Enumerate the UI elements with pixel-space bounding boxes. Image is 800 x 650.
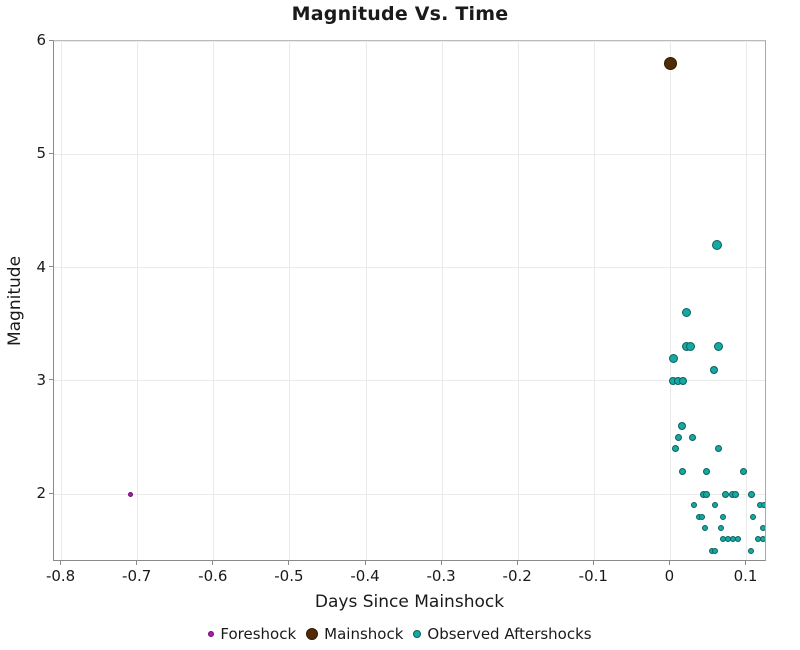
- x-tick-mark: [60, 561, 62, 565]
- x-gridline: [365, 41, 367, 560]
- observed-aftershocks-point: [699, 513, 706, 520]
- plot-area: [53, 40, 766, 561]
- y-gridline: [54, 493, 765, 495]
- observed-aftershocks-point: [760, 525, 765, 531]
- x-tick-label: -0.5: [274, 567, 304, 585]
- y-gridline: [54, 153, 765, 155]
- legend-item-foreshock: Foreshock: [208, 625, 296, 643]
- x-tick-mark: [364, 561, 366, 565]
- x-gridline: [593, 41, 595, 560]
- y-tick-mark: [49, 379, 53, 381]
- observed-aftershocks-point: [703, 490, 711, 498]
- legend-marker-icon: [306, 628, 319, 640]
- observed-aftershocks-point: [760, 536, 765, 543]
- x-tick-label: -0.7: [122, 567, 152, 585]
- x-axis-label: Days Since Mainshock: [314, 592, 505, 612]
- x-tick-label: 0.1: [733, 567, 758, 585]
- x-tick-mark: [592, 561, 594, 565]
- observed-aftershocks-point: [677, 422, 686, 431]
- legend-item-mainshock: Mainshock: [306, 625, 403, 643]
- observed-aftershocks-point: [681, 308, 691, 318]
- observed-aftershocks-point: [739, 467, 747, 475]
- x-gridline: [746, 41, 747, 560]
- x-tick-mark: [212, 561, 214, 565]
- x-gridline: [213, 41, 215, 560]
- x-tick-label: 0: [664, 567, 675, 585]
- observed-aftershocks-point: [679, 467, 686, 475]
- x-tick-mark: [668, 561, 670, 565]
- y-tick-mark: [49, 152, 53, 154]
- x-tick-label: -0.1: [578, 567, 608, 585]
- chart-title: Magnitude Vs. Time: [291, 3, 509, 25]
- x-tick-label: -0.6: [198, 567, 228, 585]
- y-tick-label: 3: [36, 370, 46, 389]
- legend-label: Observed Aftershocks: [427, 625, 592, 643]
- observed-aftershocks-point: [672, 445, 680, 453]
- y-tick-label: 2: [36, 484, 46, 502]
- foreshock-point: [127, 491, 133, 497]
- observed-aftershocks-point: [668, 353, 678, 363]
- x-tick-mark: [288, 561, 290, 565]
- x-tick-label: -0.8: [45, 567, 76, 585]
- observed-aftershocks-point: [712, 547, 719, 554]
- legend-label: Foreshock: [220, 625, 297, 643]
- observed-aftershocks-point: [709, 365, 718, 374]
- observed-aftershocks-point: [679, 376, 688, 385]
- y-tick-label: 4: [36, 257, 46, 276]
- observed-aftershocks-point: [690, 502, 697, 509]
- observed-aftershocks-point: [761, 502, 765, 509]
- observed-aftershocks-point: [735, 536, 742, 543]
- observed-aftershocks-point: [702, 467, 710, 475]
- x-gridline: [137, 41, 139, 560]
- mainshock-point: [663, 57, 677, 71]
- x-tick-mark: [440, 561, 442, 565]
- x-tick-mark: [136, 561, 138, 565]
- x-gridline: [441, 41, 443, 560]
- y-tick-mark: [49, 266, 53, 267]
- observed-aftershocks-point: [686, 342, 696, 352]
- observed-aftershocks-point: [674, 433, 682, 441]
- observed-aftershocks-point: [714, 445, 722, 453]
- y-gridline: [54, 41, 765, 42]
- x-tick-mark: [745, 561, 746, 565]
- legend-label: Mainshock: [324, 625, 404, 643]
- observed-aftershocks-point: [750, 513, 757, 520]
- observed-aftershocks-point: [741, 559, 747, 560]
- legend-marker-icon: [413, 630, 422, 638]
- y-tick-mark: [49, 39, 53, 41]
- observed-aftershocks-point: [748, 547, 754, 554]
- observed-aftershocks-point: [719, 513, 726, 520]
- observed-aftershocks-point: [688, 433, 696, 441]
- observed-aftershocks-point: [732, 490, 740, 498]
- y-tick-label: 6: [36, 31, 46, 49]
- observed-aftershocks-point: [712, 502, 719, 509]
- legend-item-observed-aftershocks: Observed Aftershocks: [413, 625, 592, 643]
- observed-aftershocks-point: [718, 525, 725, 531]
- observed-aftershocks-point: [711, 239, 722, 250]
- y-gridline: [54, 267, 765, 268]
- observed-aftershocks-point: [747, 490, 755, 498]
- x-tick-mark: [516, 561, 518, 565]
- x-gridline: [517, 41, 519, 560]
- observed-aftershocks-point: [713, 342, 723, 352]
- x-tick-label: -0.3: [426, 567, 456, 585]
- x-gridline: [289, 41, 291, 560]
- y-gridline: [54, 380, 765, 382]
- y-tick-label: 5: [36, 144, 46, 163]
- x-gridline: [669, 41, 671, 560]
- legend-marker-icon: [208, 631, 215, 637]
- chart-legend: Foreshock Mainshock Observed Aftershocks: [0, 622, 800, 646]
- observed-aftershocks-point: [702, 525, 709, 531]
- x-tick-label: -0.4: [350, 567, 380, 585]
- y-tick-mark: [49, 492, 53, 494]
- x-gridline: [61, 41, 63, 560]
- x-tick-label: -0.2: [502, 567, 532, 585]
